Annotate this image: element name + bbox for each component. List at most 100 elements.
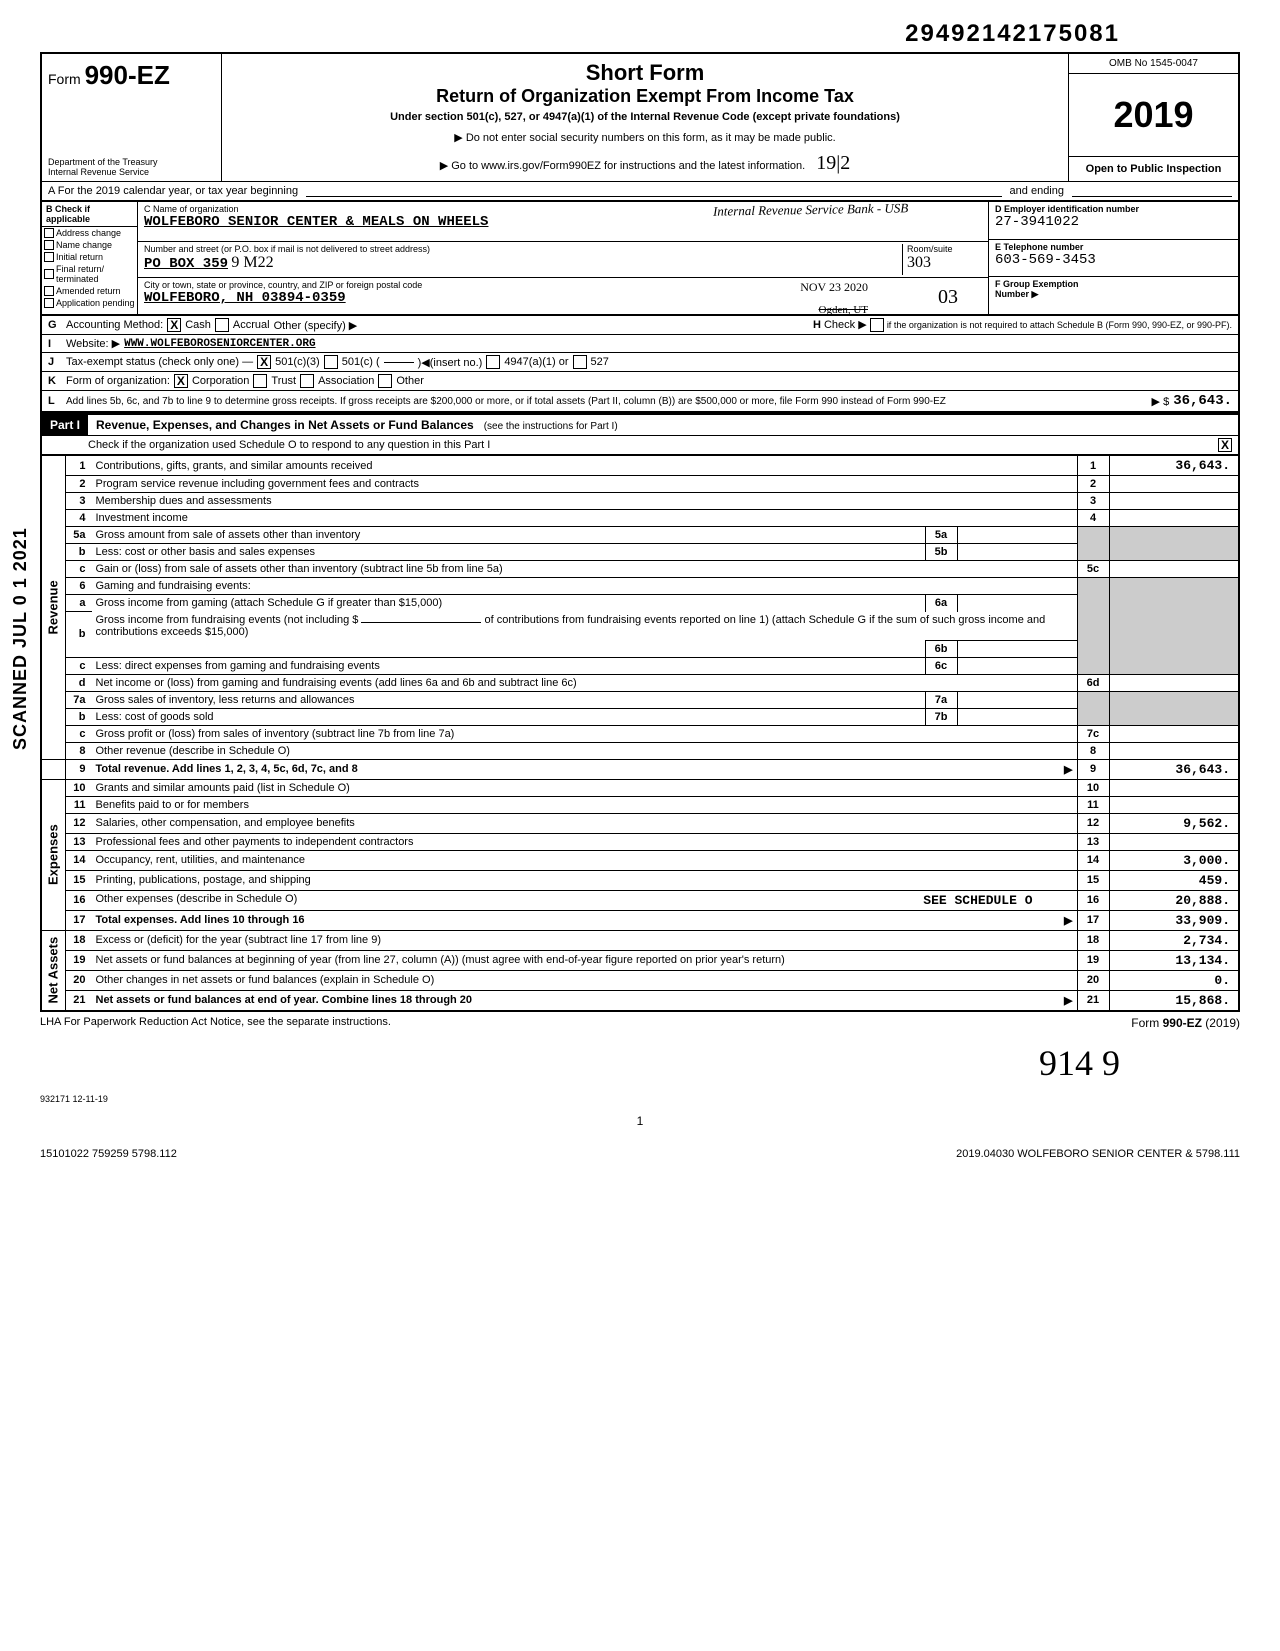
section-net-assets: Net Assets	[41, 930, 66, 1011]
checkbox-trust[interactable]	[253, 374, 267, 388]
checkbox-527[interactable]	[573, 355, 587, 369]
line-13-value	[1109, 833, 1239, 850]
bottom-right: 2019.04030 WOLFEBORO SENIOR CENTER & 579…	[956, 1148, 1240, 1160]
org-city: WOLFEBORO, NH 03894-0359	[144, 290, 346, 306]
checkbox-initial-return[interactable]	[44, 252, 54, 262]
line-16-desc: Other expenses (describe in Schedule O) …	[92, 890, 1078, 910]
dln-number: 29492142175081	[40, 20, 1240, 48]
date-stamp: NOV 23 2020	[800, 280, 868, 295]
checkbox-other-org[interactable]	[378, 374, 392, 388]
col-b-checkboxes: B Check if applicable Address change Nam…	[42, 202, 138, 314]
checkbox-accrual[interactable]	[215, 318, 229, 332]
line-15-desc: Printing, publications, postage, and shi…	[92, 870, 1078, 890]
room-handwritten: 303	[907, 254, 982, 272]
line-2-desc: Program service revenue including govern…	[92, 476, 1078, 493]
line-9-desc: Total revenue. Add lines 1, 2, 3, 4, 5c,…	[92, 759, 1078, 779]
form-number: Form 990-EZ	[48, 60, 215, 91]
line-8-value	[1109, 742, 1239, 759]
line-15-value: 459.	[1109, 870, 1239, 890]
line-16-value: 20,888.	[1109, 890, 1239, 910]
line-7c-value	[1109, 725, 1239, 742]
line-7a-desc: Gross sales of inventory, less returns a…	[92, 691, 926, 708]
part-1-label: Part I	[42, 415, 88, 435]
line-17-value: 33,909.	[1109, 910, 1239, 930]
checkbox-4947[interactable]	[486, 355, 500, 369]
label-group-exempt: F Group Exemption	[995, 279, 1232, 289]
label-room: Room/suite	[907, 244, 982, 254]
line-20-value: 0.	[1109, 970, 1239, 990]
checkbox-address-change[interactable]	[44, 228, 54, 238]
info-block: B Check if applicable Address change Nam…	[40, 200, 1240, 316]
form-title: Short Form	[228, 60, 1062, 86]
part-1-check-row: Check if the organization used Schedule …	[40, 435, 1240, 455]
form-note-url: ▶ Go to www.irs.gov/Form990EZ for instru…	[228, 152, 1062, 175]
row-i-website: I Website: ▶ WWW.WOLFEBOROSENIORCENTER.O…	[40, 335, 1240, 353]
line-18-desc: Excess or (deficit) for the year (subtra…	[92, 930, 1078, 950]
checkbox-501c3[interactable]: X	[257, 355, 271, 369]
label-address: Number and street (or P.O. box if mail i…	[144, 244, 902, 254]
section-revenue: Revenue	[41, 456, 66, 760]
line-19-value: 13,134.	[1109, 950, 1239, 970]
checkbox-cash[interactable]: X	[167, 318, 181, 332]
form-note-ssn: ▶ Do not enter social security numbers o…	[228, 131, 1062, 144]
omb-number: OMB No 1545-0047	[1069, 54, 1238, 74]
form-header: Form 990-EZ Department of the Treasury I…	[40, 52, 1240, 181]
form-footer: LHA For Paperwork Reduction Act Notice, …	[40, 1012, 1240, 1034]
line-10-value	[1109, 779, 1239, 796]
line-5c-value	[1109, 561, 1239, 578]
row-g-accounting: G Accounting Method: XCash Accrual Other…	[40, 316, 1240, 335]
line-2-value	[1109, 476, 1239, 493]
line-18-value: 2,734.	[1109, 930, 1239, 950]
checkbox-corp[interactable]: X	[174, 374, 188, 388]
label-ein: D Employer identification number	[995, 204, 1232, 214]
checkbox-sched-b[interactable]	[870, 318, 884, 332]
line-11-value	[1109, 796, 1239, 813]
scanned-stamp: SCANNED JUL 0 1 2021	[10, 527, 31, 750]
irs-stamp-text: Internal Revenue Service Bank - USB	[713, 200, 909, 219]
line-11-desc: Benefits paid to or for members	[92, 796, 1078, 813]
checkbox-pending[interactable]	[44, 298, 54, 308]
bottom-left: 15101022 759259 5798.112	[40, 1148, 177, 1160]
line-13-desc: Professional fees and other payments to …	[92, 833, 1078, 850]
line-1-value: 36,643.	[1109, 456, 1239, 476]
line-7c-desc: Gross profit or (loss) from sales of inv…	[92, 725, 1078, 742]
part-1-table: Revenue 1Contributions, gifts, grants, a…	[40, 455, 1240, 1012]
ogden-stamp: Ogden, UT	[819, 304, 869, 316]
line-5b-desc: Less: cost or other basis and sales expe…	[92, 544, 926, 561]
line-7b-desc: Less: cost of goods sold	[92, 708, 926, 725]
line-17-desc: Total expenses. Add lines 10 through 16 …	[92, 910, 1078, 930]
line-19-desc: Net assets or fund balances at beginning…	[92, 950, 1078, 970]
row-j-tax-exempt: J Tax-exempt status (check only one) — X…	[40, 353, 1240, 372]
see-schedule-o: SEE SCHEDULE O	[923, 893, 1032, 908]
checkbox-schedule-o[interactable]: X	[1218, 438, 1232, 452]
checkbox-assoc[interactable]	[300, 374, 314, 388]
line-10-desc: Grants and similar amounts paid (list in…	[92, 779, 1078, 796]
line-14-desc: Occupancy, rent, utilities, and maintena…	[92, 850, 1078, 870]
ein-value: 27-3941022	[995, 214, 1232, 230]
line-12-value: 9,562.	[1109, 813, 1239, 833]
page-number: 1	[40, 1114, 1240, 1128]
line-6-desc: Gaming and fundraising events:	[92, 578, 1078, 595]
checkbox-final-return[interactable]	[44, 269, 54, 279]
checkbox-name-change[interactable]	[44, 240, 54, 250]
row-a-tax-year: A For the 2019 calendar year, or tax yea…	[40, 181, 1240, 200]
label-group-number: Number ▶	[995, 289, 1232, 300]
line-4-value	[1109, 510, 1239, 527]
tax-year: 2019	[1069, 74, 1238, 157]
checkbox-amended[interactable]	[44, 286, 54, 296]
col-c-org-info: C Name of organization Internal Revenue …	[138, 202, 988, 314]
line-6d-desc: Net income or (loss) from gaming and fun…	[92, 674, 1078, 691]
line-3-value	[1109, 493, 1239, 510]
line-6a-desc: Gross income from gaming (attach Schedul…	[92, 595, 926, 612]
line-5c-desc: Gain or (loss) from sale of assets other…	[92, 561, 1078, 578]
dept-treasury: Department of the Treasury Internal Reve…	[48, 157, 158, 177]
bottom-line: 15101022 759259 5798.112 2019.04030 WOLF…	[40, 1148, 1240, 1160]
line-14-value: 3,000.	[1109, 850, 1239, 870]
row-k-form-org: K Form of organization: XCorporation Tru…	[40, 372, 1240, 391]
checkbox-501c[interactable]	[324, 355, 338, 369]
paperwork-notice: LHA For Paperwork Reduction Act Notice, …	[40, 1016, 391, 1030]
line-21-value: 15,868.	[1109, 990, 1239, 1011]
label-phone: E Telephone number	[995, 242, 1232, 252]
line-5a-desc: Gross amount from sale of assets other t…	[92, 527, 926, 544]
form-subtitle: Return of Organization Exempt From Incom…	[228, 86, 1062, 107]
